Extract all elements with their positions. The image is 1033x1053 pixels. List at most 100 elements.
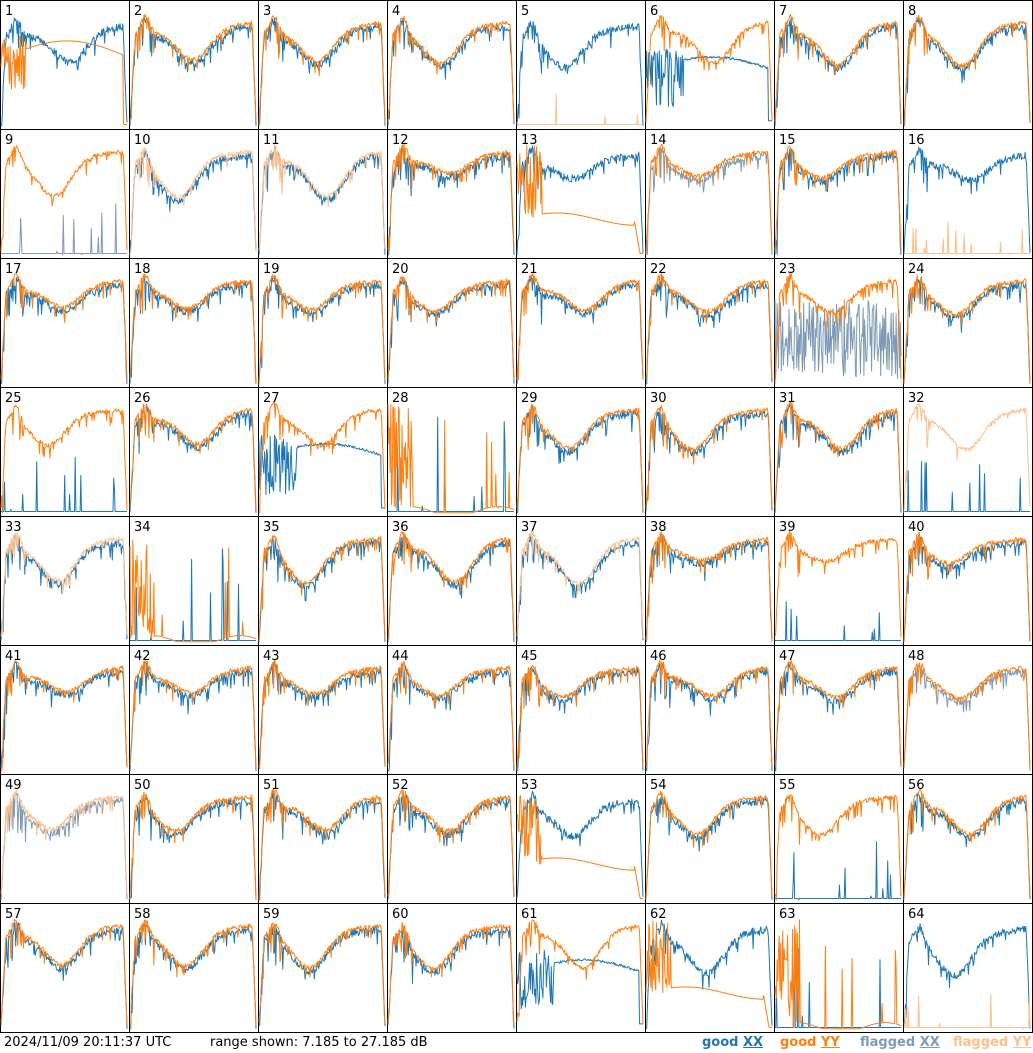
- panel-frame: [129, 258, 259, 388]
- panel-54: 54: [645, 774, 775, 904]
- legend-good-xx-prefix: good: [702, 1035, 739, 1050]
- panel-1: 1: [0, 0, 130, 130]
- panel-frame: [129, 129, 259, 259]
- series-good-yy: [645, 531, 773, 643]
- footer: 2024/11/09 20:11:37 UTC range shown: 7.1…: [0, 1033, 1033, 1053]
- panel-22: 22: [645, 258, 775, 388]
- panel-label: 14: [650, 133, 667, 148]
- series-flagged-yy: [258, 143, 386, 251]
- panel-19: 19: [258, 258, 388, 388]
- series-good-yy: [645, 659, 773, 767]
- series-good-yy: [387, 276, 515, 381]
- panel-50: 50: [129, 774, 259, 904]
- panel-frame: [774, 516, 904, 646]
- panel-label: 3: [263, 4, 271, 19]
- panel-26: 26: [129, 387, 259, 517]
- series-good-yy: [516, 403, 644, 510]
- panel-53: 53: [516, 774, 646, 904]
- panel-frame: [645, 258, 775, 388]
- panel-12: 12: [387, 129, 517, 259]
- panel-label: 44: [392, 649, 409, 664]
- panel-frame: [645, 387, 775, 517]
- panel-label: 27: [263, 391, 280, 406]
- panel-label: 48: [908, 649, 925, 664]
- series-good-xx: [1, 456, 127, 512]
- series-flagged-xx: [1, 203, 127, 256]
- series-good-yy: [645, 920, 772, 1028]
- panel-label: 39: [779, 520, 796, 535]
- panel-frame: [903, 516, 1033, 646]
- series-flagged-yy: [904, 994, 1031, 1030]
- series-good-yy: [129, 403, 257, 509]
- panel-63: 63: [774, 903, 904, 1033]
- series-good-yy: [129, 539, 257, 643]
- panel-frame: [258, 0, 388, 130]
- panel-label: 18: [134, 262, 151, 277]
- panel-60: 60: [387, 903, 517, 1033]
- panel-59: 59: [258, 903, 388, 1033]
- series-good-yy: [129, 273, 257, 384]
- panel-48: 48: [903, 645, 1033, 775]
- panel-61: 61: [516, 903, 646, 1033]
- series-good-yy: [516, 665, 644, 771]
- series-good-yy: [258, 787, 386, 900]
- panel-frame: [129, 774, 259, 904]
- series-good-yy: [129, 14, 257, 123]
- panel-label: 2: [134, 4, 142, 19]
- legend-flagged-xx: flagged XX: [860, 1033, 940, 1053]
- series-good-yy: [129, 660, 257, 767]
- panel-label: 32: [908, 391, 925, 406]
- series-flagged-yy: [0, 532, 128, 637]
- legend-flagged-xx-suffix: XX: [919, 1035, 940, 1050]
- series-flagged-xx: [0, 792, 128, 900]
- panel-label: 28: [392, 391, 409, 406]
- series-good-yy: [130, 919, 257, 1030]
- panel-frame: [645, 129, 775, 259]
- panel-frame: [129, 903, 259, 1033]
- series-good-xx: [775, 841, 901, 901]
- panel-16: 16: [903, 129, 1033, 259]
- panel-21: 21: [516, 258, 646, 388]
- panel-39: 39: [774, 516, 904, 646]
- panel-frame: [129, 387, 259, 517]
- series-good-yy: [903, 274, 1031, 384]
- panel-57: 57: [0, 903, 130, 1033]
- series-good-yy: [774, 659, 902, 768]
- panel-label: 16: [908, 133, 925, 148]
- series-good-yy: [903, 532, 1031, 642]
- series-good-xx: [903, 277, 1031, 384]
- series-good-yy: [129, 791, 257, 900]
- panel-5: 5: [516, 0, 646, 130]
- panel-label: 40: [908, 520, 925, 535]
- panel-frame: [258, 645, 388, 775]
- panel-label: 33: [5, 520, 22, 535]
- series-good-yy: [516, 919, 644, 1024]
- series-good-yy: [774, 531, 902, 637]
- panel-frame: [258, 387, 388, 517]
- panel-18: 18: [129, 258, 259, 388]
- panel-label: 21: [521, 262, 538, 277]
- series-good-xx: [388, 416, 514, 512]
- panel-23: 23: [774, 258, 904, 388]
- series-good-yy: [387, 789, 515, 900]
- panel-frame: [903, 387, 1033, 517]
- series-flagged-yy: [129, 147, 257, 255]
- series-good-yy: [387, 16, 515, 123]
- series-flagged-yy: [903, 403, 1031, 513]
- panel-36: 36: [387, 516, 517, 646]
- panel-7: 7: [774, 0, 904, 130]
- panel-label: 4: [392, 4, 400, 19]
- panel-17: 17: [0, 258, 130, 388]
- panel-frame: [387, 0, 517, 130]
- panel-frame: [774, 774, 904, 904]
- panel-label: 50: [134, 778, 151, 793]
- series-flagged-yy: [516, 530, 644, 638]
- panel-label: 12: [392, 133, 409, 148]
- panel-frame: [258, 258, 388, 388]
- panel-label: 8: [908, 4, 916, 19]
- series-good-xx: [775, 947, 901, 1028]
- panel-label: 1: [5, 4, 13, 19]
- series-good-yy: [774, 13, 902, 122]
- series-good-xx: [904, 461, 1030, 512]
